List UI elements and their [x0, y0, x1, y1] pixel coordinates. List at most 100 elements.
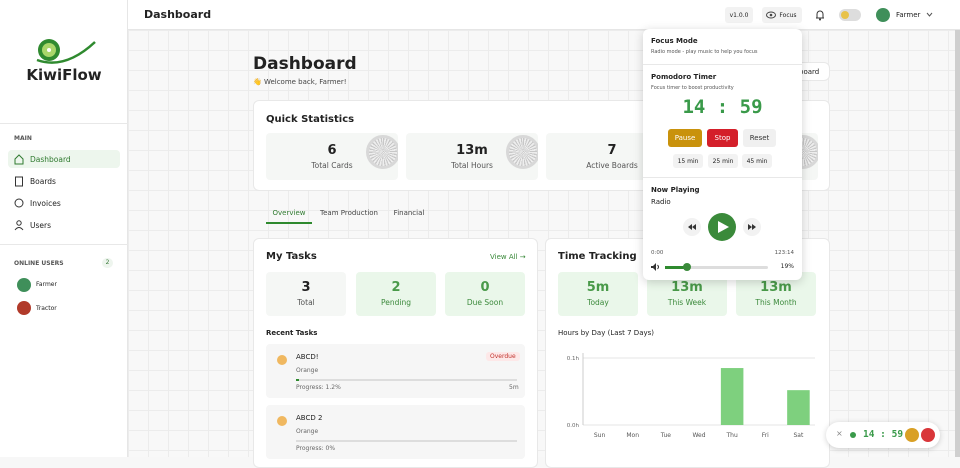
task-dot: [277, 416, 287, 426]
task-item[interactable]: [266, 405, 525, 459]
station: Radio: [651, 198, 671, 206]
bar: [720, 368, 744, 425]
x-tick-label: Sat: [794, 432, 804, 439]
tab[interactable]: Team Production: [320, 209, 378, 217]
divider: [643, 64, 802, 65]
x-tick-label: Fri: [762, 432, 769, 439]
section-title: Pomodoro Timer: [651, 73, 717, 81]
topbar: Dashboard v1.0.0 Focus Farmer: [128, 0, 960, 30]
task-badge: Overdue: [486, 352, 520, 361]
stat-box: 5m Today: [558, 272, 638, 316]
stat-value: 5m: [586, 280, 610, 295]
bell-icon[interactable]: [815, 9, 825, 21]
stat-label: This Month: [755, 298, 797, 307]
volume-icon: [651, 263, 659, 271]
task-time: 5m: [509, 384, 519, 391]
section-title: Recent Tasks: [266, 329, 318, 337]
mini-time: 14 : 59: [863, 429, 904, 440]
x-tick-label: Tue: [660, 432, 672, 439]
task-progress: Progress: 0%: [296, 445, 336, 452]
stat-value: 13m: [671, 280, 703, 295]
brand: KiwiFlow: [26, 66, 102, 84]
y-tick-label: 0.1h: [567, 356, 580, 362]
scrollbar: [955, 30, 960, 457]
task-item[interactable]: [266, 344, 525, 398]
stop-button[interactable]: Stop: [707, 129, 738, 147]
stop-icon[interactable]: [921, 428, 935, 442]
avatar: [17, 301, 31, 315]
preset-button[interactable]: 45 min: [742, 154, 772, 168]
player-controls[interactable]: [678, 212, 768, 242]
stat-value: 6: [327, 143, 337, 158]
avatar: [17, 278, 31, 292]
page-title: Dashboard: [253, 54, 357, 74]
logo: [36, 39, 96, 64]
nav-item[interactable]: Dashboard: [8, 150, 120, 168]
stat-label: This Week: [667, 298, 707, 307]
task-board: Orange: [296, 367, 319, 374]
preset-button[interactable]: 25 min: [708, 154, 738, 168]
task-board: Orange: [296, 428, 319, 435]
nav-icons: [14, 154, 24, 231]
chevron: [926, 12, 933, 17]
stat-box: 2 Pending: [356, 272, 436, 316]
stat-value: 13m: [456, 143, 488, 158]
divider: [0, 123, 128, 124]
focus-button[interactable]: Focus: [762, 7, 802, 23]
tab[interactable]: Overview: [266, 204, 312, 224]
close-icon[interactable]: ×: [836, 429, 843, 438]
card-title: Quick Statistics: [266, 114, 355, 125]
pause-icon[interactable]: [905, 428, 919, 442]
status-dot: [850, 432, 856, 438]
timer: 14 : 59: [682, 96, 763, 118]
stat-value: 7: [607, 143, 617, 158]
stat-label: Total: [297, 298, 315, 307]
card-title: My Tasks: [266, 251, 317, 262]
version-badge: v1.0.0: [725, 7, 753, 23]
nav-item[interactable]: Boards: [30, 176, 56, 186]
progress-track: [296, 440, 517, 442]
divider: [0, 244, 128, 245]
reset-button[interactable]: Reset: [743, 129, 776, 147]
user-avatar: [876, 8, 890, 22]
section-subtitle: Focus timer to boost productivity: [651, 85, 734, 91]
view-all[interactable]: View All →: [490, 253, 526, 261]
nav-item[interactable]: Invoices: [30, 198, 61, 208]
tab[interactable]: Financial: [393, 209, 425, 217]
time-start: 0:00: [651, 250, 664, 256]
stat-box: 3 Total: [266, 272, 346, 316]
focus-panel: Focus Mode Radio mode - play music to he…: [643, 29, 802, 280]
bar: [787, 390, 810, 425]
volume-knob[interactable]: [683, 263, 691, 271]
panel-title: Focus Mode: [651, 37, 698, 45]
preset-button[interactable]: 15 min: [673, 154, 703, 168]
task-name: ABCD!: [296, 353, 319, 361]
stat-value: 2: [391, 280, 401, 295]
welcome: 👋 Welcome back, Farmer!: [253, 78, 347, 86]
stat-label: Today: [587, 298, 609, 307]
y-tick-label: 0.0h: [567, 423, 580, 429]
user-name[interactable]: Farmer: [896, 11, 921, 19]
nav-item[interactable]: Users: [30, 220, 52, 230]
stat-label: Pending: [381, 298, 411, 307]
x-tick-label: Thu: [726, 432, 738, 439]
stat-value: 0: [480, 280, 490, 295]
progress-track: [296, 379, 517, 381]
chart-title: Hours by Day (Last 7 Days): [558, 329, 655, 337]
divider: [643, 177, 802, 178]
volume-slider[interactable]: [665, 266, 768, 269]
x-tick-label: Mon: [626, 432, 639, 439]
stat-value: 13m: [760, 280, 792, 295]
stat-label: Total Hours: [451, 161, 493, 170]
stat-value: 3: [301, 280, 311, 295]
online-count: 2: [102, 258, 113, 268]
volume-value: 19%: [780, 263, 794, 270]
sidebar: KiwiFlow MAIN Dashboard Boards Invoices …: [0, 0, 128, 457]
x-tick-label: Wed: [692, 432, 705, 439]
online-title: ONLINE USERS: [14, 260, 64, 267]
theme-toggle[interactable]: [839, 9, 861, 21]
stat-label: Active Boards: [586, 161, 638, 170]
eye-icon: [766, 11, 776, 19]
pause-button[interactable]: Pause: [668, 129, 702, 147]
mini-timer: × 14 : 59: [826, 422, 940, 448]
